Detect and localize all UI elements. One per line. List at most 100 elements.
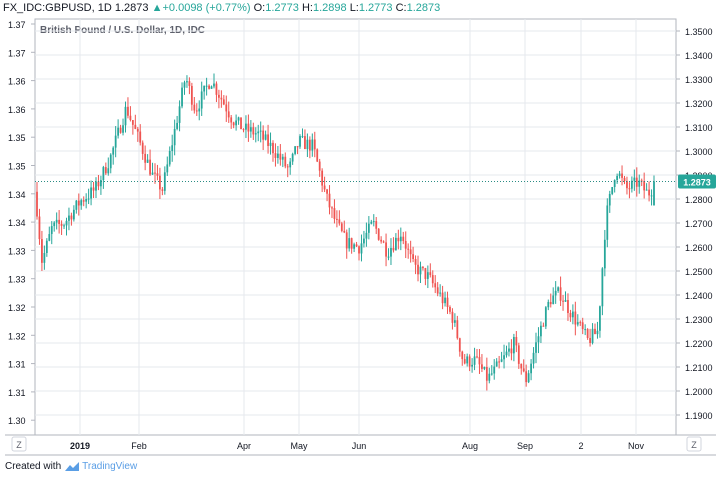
candle [60,220,63,235]
candle [119,124,122,134]
candle [321,168,324,193]
candle [424,267,427,286]
time-tick-label: 2 [578,441,583,451]
candle [168,146,171,167]
candle-body [589,337,591,343]
candle [414,255,417,275]
last-price-label: 1.2873 [683,177,711,187]
candle-body [102,167,105,181]
candle-body [483,367,486,369]
candle-body [549,301,552,305]
left-tick-label: 1.32 [8,303,26,313]
z-button-left[interactable]: Z [11,436,27,452]
candle [571,304,574,325]
candle-body [149,159,151,175]
candle [439,284,442,297]
right-axis: 1.35001.34001.33001.32001.31001.30001.29… [676,27,713,421]
candle [318,158,321,177]
candle [156,164,159,181]
candle-body [50,226,53,235]
candle [567,293,569,321]
candle [345,229,348,259]
candle-body [431,275,434,284]
candle-body [503,355,505,360]
candle-body [87,198,90,200]
tradingview-link[interactable]: TradingView [82,461,138,472]
right-tick-label: 1.2700 [685,219,713,229]
time-tick-label: Feb [131,441,147,451]
candle-body [586,329,589,338]
candle-body [458,338,461,352]
candle [254,127,257,143]
candle [380,236,383,244]
candle-body [220,97,223,100]
candle-body [63,225,65,227]
candle-body [289,161,292,168]
candle [77,193,80,216]
candle-body [343,230,346,233]
candle-body [144,153,147,163]
candle [220,90,223,108]
candle [178,100,181,132]
candle [355,241,358,247]
candle [633,169,636,191]
candle-body [97,181,100,187]
candle [335,210,338,228]
candle [628,182,631,199]
candle-body [80,200,83,206]
candle-body [274,153,277,158]
candle-body [372,221,375,223]
candle-body [210,86,213,89]
candle [591,323,594,345]
candle-body [70,215,73,220]
candle-body [100,180,102,187]
candle [390,238,392,265]
symbol-label[interactable]: FX_IDC:GBPUSD, 1D [3,2,112,14]
footer: Created with TradingView [5,461,137,472]
candle-body [434,283,437,288]
candle [331,206,333,218]
candle-body [520,363,523,369]
candle-body [591,328,594,343]
candle [630,176,633,193]
candle [434,275,437,294]
candle-body [114,135,117,148]
candle [104,162,107,175]
candle-body [377,228,380,240]
candle [328,185,331,215]
z-button-right[interactable]: Z [686,436,702,452]
right-tick-label: 1.1900 [685,411,713,421]
candle-body [304,136,306,150]
candle-body [186,81,188,83]
candle [257,124,260,142]
candle-body [397,237,400,242]
candle-body [60,223,63,226]
candle-body [45,240,48,253]
right-tick-label: 1.3400 [685,51,713,61]
candle-body [257,131,260,134]
candle [173,119,176,156]
left-tick-label: 1.33 [8,246,26,256]
candle-body [621,173,623,178]
time-tick-label: Apr [237,441,251,451]
candle-body [159,175,161,190]
candle [308,136,311,159]
candle [252,122,255,140]
right-tick-label: 1.2800 [685,195,713,205]
candle-body [493,366,496,374]
candle-body [650,195,653,197]
candle-body [645,189,648,191]
candle-body [311,139,314,151]
candle-body [286,166,289,168]
candle [520,363,523,375]
candle-body [380,239,383,242]
candle-body [574,311,577,325]
candle-body [495,361,498,367]
candle [80,198,83,210]
candle [626,176,628,195]
svg-text:Z: Z [691,440,697,450]
candle-body [249,127,252,132]
candle-body [522,368,525,372]
candle-body [476,356,478,358]
